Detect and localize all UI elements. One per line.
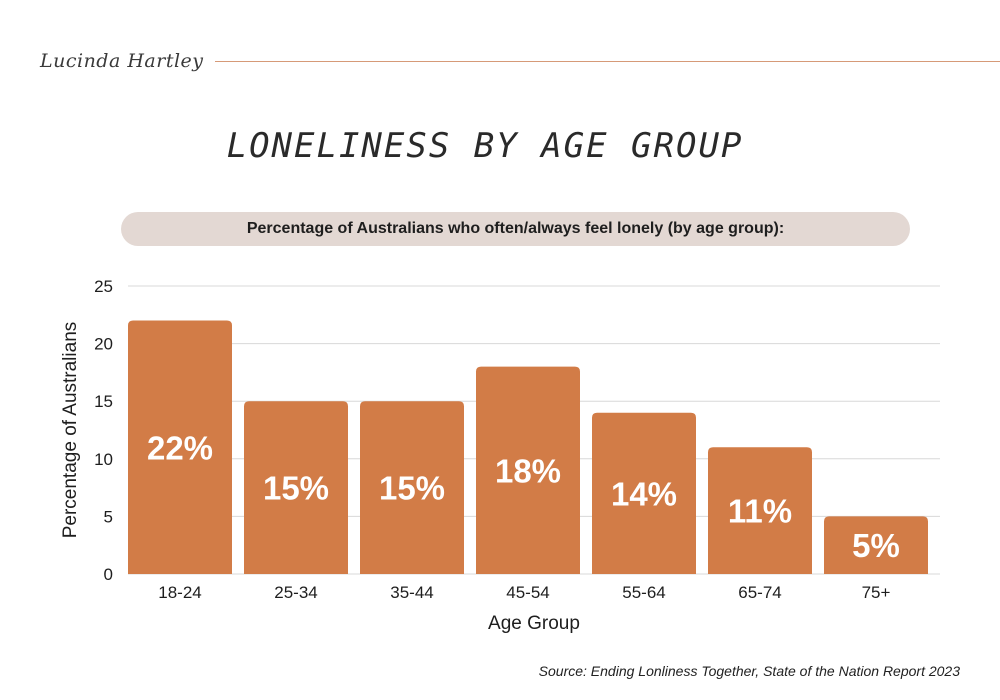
- bar-value-label: 5%: [852, 527, 900, 564]
- source-note: Source: Ending Lonliness Together, State…: [538, 663, 960, 679]
- bar: [824, 516, 928, 574]
- bar: [360, 401, 464, 574]
- x-tick-label: 65-74: [738, 583, 781, 602]
- chart-title: LONELINESS BY AGE GROUP: [226, 126, 744, 166]
- x-tick-label: 18-24: [158, 583, 201, 602]
- y-tick-label: 15: [94, 392, 113, 411]
- bar-value-label: 15%: [263, 470, 329, 507]
- bar-value-label: 14%: [611, 475, 677, 512]
- bar-value-label: 18%: [495, 452, 561, 489]
- x-tick-label: 45-54: [506, 583, 549, 602]
- header-divider: [215, 61, 1000, 62]
- bar: [708, 447, 812, 574]
- y-tick-label: 0: [104, 565, 113, 584]
- bar: [592, 412, 696, 574]
- y-axis-label: Percentage of Australians: [60, 322, 81, 539]
- author-name: Lucinda Hartley: [40, 50, 204, 72]
- x-axis-label: Age Group: [488, 613, 580, 634]
- bar-value-label: 11%: [728, 493, 792, 530]
- y-tick-label: 10: [94, 450, 113, 469]
- x-tick-label: 75+: [862, 583, 891, 602]
- y-tick-label: 25: [94, 277, 113, 296]
- bar: [476, 366, 580, 574]
- x-tick-label: 25-34: [274, 583, 317, 602]
- bar-value-label: 22%: [147, 429, 213, 466]
- x-tick-label: 35-44: [390, 583, 433, 602]
- chart-subtitle-text: Percentage of Australians who often/alwa…: [246, 220, 785, 237]
- bar: [128, 320, 232, 574]
- bar: [244, 401, 348, 574]
- x-tick-label: 55-64: [622, 583, 665, 602]
- y-tick-label: 5: [104, 507, 113, 526]
- y-tick-label: 20: [94, 335, 113, 354]
- chart-subtitle: Percentage of Australians who often/alwa…: [121, 212, 910, 246]
- bar-value-label: 15%: [379, 470, 445, 507]
